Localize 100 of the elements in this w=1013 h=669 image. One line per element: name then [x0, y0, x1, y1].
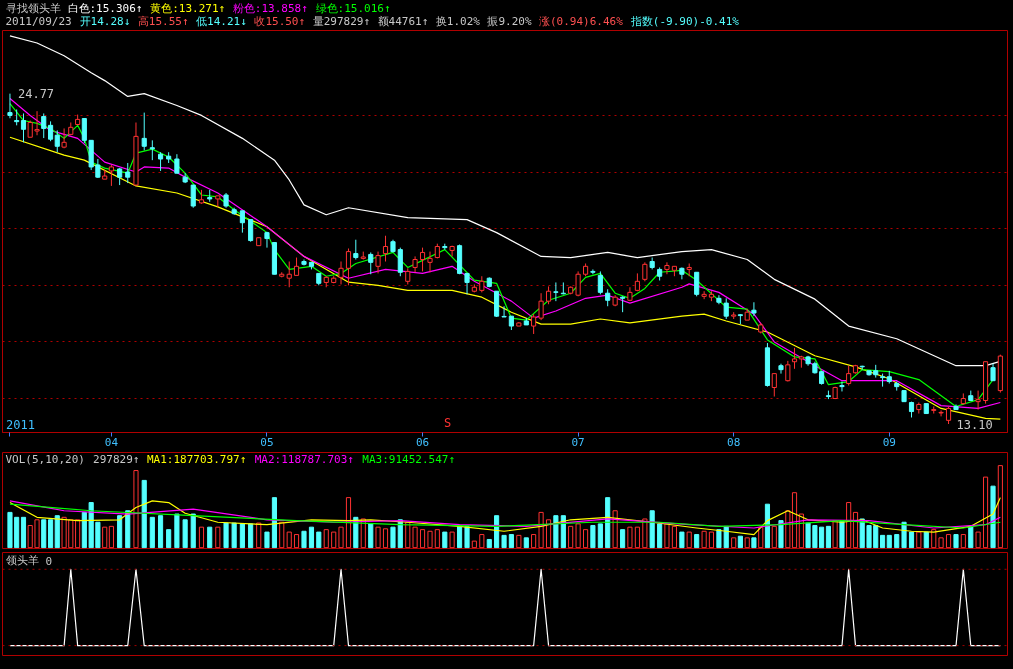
bar — [997, 465, 1003, 549]
bar — [590, 525, 596, 549]
bar — [390, 526, 396, 549]
bar — [434, 529, 440, 549]
candlestick — [48, 120, 54, 142]
bar — [657, 523, 663, 549]
bar — [634, 526, 640, 549]
candlestick — [239, 210, 245, 234]
candlestick — [108, 164, 114, 187]
bar — [141, 479, 147, 549]
candlestick — [597, 270, 603, 295]
bar — [331, 531, 337, 549]
text: 黄色:13.271↑ — [150, 2, 226, 15]
bar — [825, 525, 832, 549]
bar — [239, 523, 245, 549]
bar — [960, 534, 966, 549]
candlestick — [846, 365, 852, 387]
bar — [293, 534, 300, 549]
bar — [412, 526, 418, 549]
candlestick — [125, 162, 131, 184]
candlestick — [338, 261, 344, 285]
bar — [575, 523, 581, 549]
candlestick — [286, 261, 292, 288]
bar — [627, 526, 633, 549]
text: 涨(0.94)6.46% — [538, 15, 624, 28]
bar — [486, 538, 492, 549]
bar — [231, 522, 237, 549]
text: 低14.21↓ — [196, 15, 247, 28]
bar — [846, 502, 852, 549]
bar — [166, 529, 172, 549]
bar — [442, 531, 448, 549]
candlestick — [345, 247, 352, 286]
bar — [108, 525, 114, 549]
bar — [923, 531, 929, 549]
bar — [531, 534, 537, 549]
annotation: 13.10 — [956, 417, 993, 432]
candlestick — [419, 247, 426, 272]
candlestick — [174, 153, 180, 174]
candlestick — [368, 251, 374, 275]
bar — [149, 516, 155, 549]
bar — [198, 526, 205, 549]
x-tick-label: 07 — [571, 435, 585, 449]
candlestick — [785, 360, 791, 383]
chart-title: 寻找领头羊 — [5, 2, 61, 15]
bar — [316, 531, 322, 549]
bar — [642, 518, 648, 549]
bar — [538, 511, 544, 549]
bar — [744, 537, 750, 549]
text: 量297829↑ — [312, 15, 370, 28]
candlestick — [141, 112, 147, 151]
text: 开14.28↓ — [79, 15, 131, 28]
bar — [945, 534, 952, 549]
bar — [375, 526, 381, 549]
bar — [102, 526, 108, 549]
bar — [516, 534, 522, 549]
candlestick — [464, 272, 470, 295]
bar — [338, 526, 344, 549]
bar — [279, 521, 285, 549]
bar — [583, 529, 589, 549]
bar — [157, 515, 164, 549]
bar — [248, 523, 254, 549]
text: 指数(-9.90)-0.41% — [629, 15, 740, 28]
bar — [982, 476, 989, 549]
bar — [368, 523, 374, 549]
candlestick — [264, 231, 270, 249]
candlestick — [190, 184, 196, 209]
candlestick — [397, 247, 403, 277]
candlestick — [642, 261, 648, 282]
candlestick — [694, 271, 700, 297]
bar — [716, 529, 722, 549]
text: 高15.55↑ — [137, 15, 189, 28]
bar — [771, 525, 777, 549]
candlestick — [839, 381, 845, 392]
text: 额44761↑ — [377, 15, 429, 28]
bar — [908, 531, 915, 549]
bar — [207, 526, 213, 549]
candlestick — [54, 129, 60, 153]
text: 粉色:13.858↑ — [232, 2, 308, 15]
text: 0 — [45, 554, 53, 568]
candlestick — [157, 151, 164, 172]
bar — [751, 537, 757, 549]
bar — [731, 537, 737, 549]
candlestick — [590, 268, 596, 275]
x-tick-label: 09 — [882, 435, 896, 449]
bar — [190, 513, 196, 549]
bar — [901, 521, 907, 549]
bar — [323, 529, 329, 549]
text: 2011/09/23 — [5, 15, 72, 28]
candlestick — [701, 290, 707, 300]
bar — [345, 497, 352, 549]
x-tick-label: 06 — [415, 435, 430, 449]
text: MA3:91452.547↑ — [362, 453, 456, 466]
candlestick — [41, 112, 47, 139]
bar — [125, 510, 131, 549]
candlestick — [149, 139, 155, 161]
candlestick — [975, 390, 981, 411]
candlestick — [771, 373, 777, 398]
bar — [679, 531, 685, 549]
bar — [523, 537, 529, 549]
bar — [20, 516, 27, 549]
